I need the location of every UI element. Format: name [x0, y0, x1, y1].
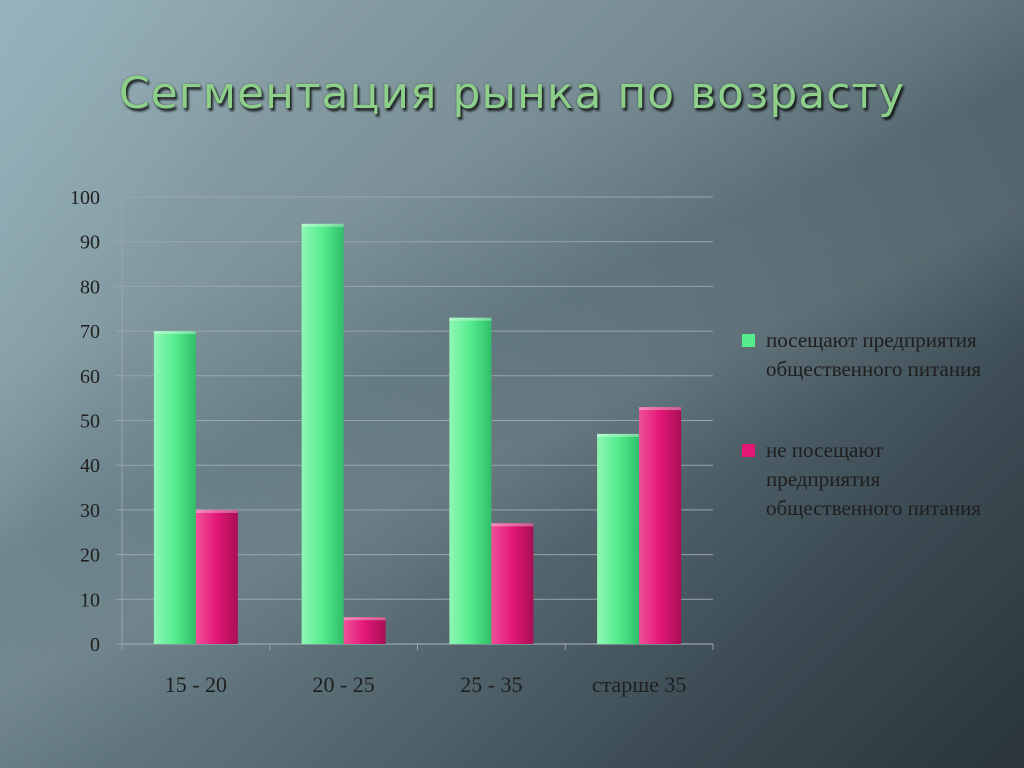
y-tick-label: 80: [80, 276, 100, 298]
axis-labels: 0 10 20 30 40 50 60 70 80 90 100 15 - 20 20 - 25 25 -…: [70, 187, 686, 697]
slide-title: Сегментация рынка по возрасту: [118, 68, 906, 119]
y-tick-label: 70: [80, 321, 100, 343]
legend-label-not-visit: не посещают предприятия общественного пи…: [766, 438, 981, 520]
bar-highlight: [153, 331, 196, 335]
legend-item-visit: посещают предприятия общественного питан…: [742, 326, 992, 384]
bar-highlight: [195, 509, 238, 513]
y-tick-label: 30: [80, 500, 100, 522]
legend-item-not-visit: не посещают предприятия общественного пи…: [742, 436, 992, 523]
bar-visit: [449, 317, 492, 644]
legend-swatch-pink: [742, 444, 755, 457]
y-tick-label: 60: [80, 366, 100, 388]
y-tick-label: 10: [80, 589, 100, 611]
x-category-label: 20 - 25: [312, 672, 374, 697]
bar-highlight: [301, 223, 344, 227]
y-tick-label: 0: [90, 634, 100, 656]
legend-label-visit: посещают предприятия общественного питан…: [766, 328, 981, 381]
bar-highlight: [639, 407, 682, 411]
bar-not-visit: [639, 407, 682, 644]
y-tick-label: 40: [80, 455, 100, 477]
bar-visit: [301, 223, 344, 644]
legend: посещают предприятия общественного питан…: [742, 326, 992, 523]
bar-highlight: [343, 617, 386, 621]
bar-visit: [153, 331, 196, 644]
bar-visit: [597, 433, 640, 644]
bar-highlight: [491, 523, 534, 527]
bars: [153, 223, 682, 644]
y-tick-label: 20: [80, 545, 100, 567]
x-category-label: старше 35: [592, 672, 687, 697]
x-category-label: 15 - 20: [165, 672, 227, 697]
bar-highlight: [597, 433, 640, 437]
bar-highlight: [449, 317, 492, 321]
x-category-label: 25 - 35: [460, 672, 522, 697]
bar-not-visit: [195, 509, 238, 644]
bar-not-visit: [343, 617, 386, 644]
legend-swatch-green: [742, 334, 755, 347]
y-tick-label: 90: [80, 232, 100, 254]
bar-not-visit: [491, 523, 534, 644]
y-tick-label: 100: [70, 187, 100, 209]
y-tick-label: 50: [80, 411, 100, 433]
